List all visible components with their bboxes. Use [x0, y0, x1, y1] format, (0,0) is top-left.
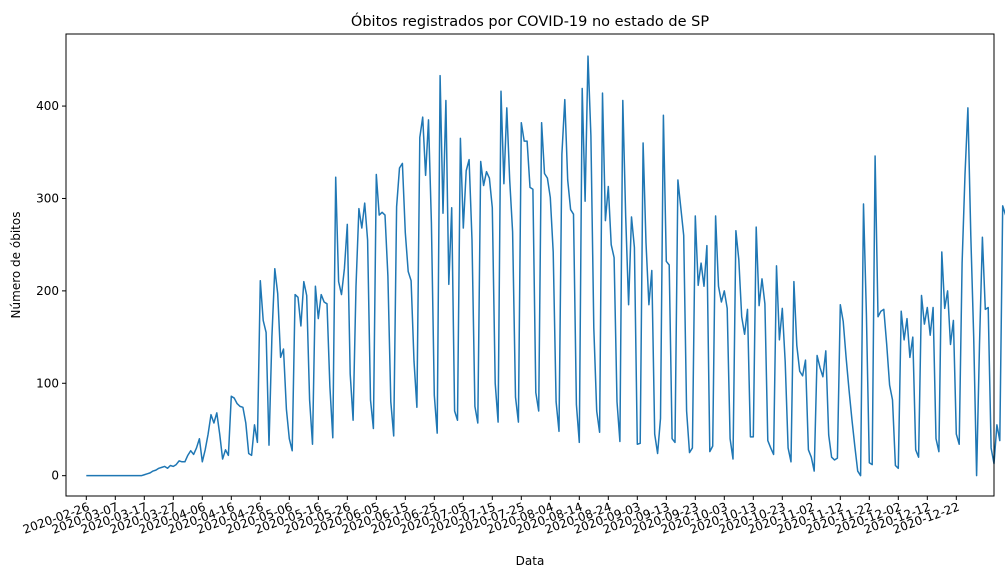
- x-axis-label: Data: [516, 554, 545, 568]
- axes-frame: [65, 33, 995, 497]
- y-axis-label: Número de óbitos: [9, 212, 23, 319]
- y-tick-label: 400: [36, 99, 59, 113]
- y-tick-label: 0: [51, 469, 59, 483]
- y-tick-label: 100: [36, 376, 59, 390]
- plot-area: [86, 55, 1005, 477]
- series-line-0: [86, 55, 1005, 477]
- y-tick-label: 300: [36, 191, 59, 205]
- chart-title: Óbitos registrados por COVID-19 no estad…: [351, 12, 709, 30]
- y-axis: 0 100 200 300 400: [36, 99, 66, 483]
- y-tick-label: 200: [36, 284, 59, 298]
